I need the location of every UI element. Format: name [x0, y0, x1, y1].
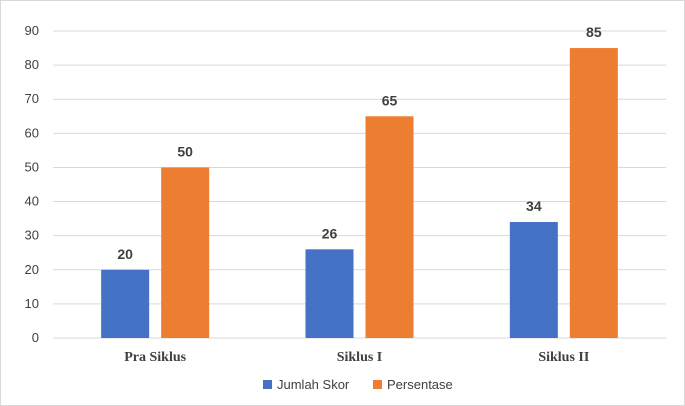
y-tick-label-40: 40 [25, 194, 39, 209]
data-labels: 20 50 26 65 34 85 [117, 24, 601, 262]
bar-persentase-siklus-i [365, 116, 414, 339]
legend-swatch-jumlah-skor [263, 380, 272, 389]
x-category-label-siklus-ii: Siklus II [538, 350, 589, 365]
y-tick-label-80: 80 [25, 57, 39, 72]
data-label-jumlah-skor-siklus-ii: 34 [526, 198, 542, 214]
gridlines [53, 30, 666, 339]
y-tick-label-0: 0 [32, 330, 39, 345]
data-label-jumlah-skor-siklus-i: 26 [322, 225, 338, 241]
y-tick-label-60: 60 [25, 125, 39, 140]
data-label-persentase-pra-siklus: 50 [177, 143, 193, 159]
y-tick-label-10: 10 [25, 296, 39, 311]
legend-label-jumlah-skor: Jumlah Skor [277, 377, 350, 392]
y-tick-label-50: 50 [25, 159, 39, 174]
bar-jumlah-skor-siklus-ii [509, 222, 558, 338]
bar-jumlah-skor-siklus-i [305, 249, 354, 338]
x-axis-categories: Pra Siklus Siklus I Siklus II [124, 350, 589, 365]
legend-swatch-persentase [373, 380, 382, 389]
y-tick-label-70: 70 [25, 91, 39, 106]
data-label-persentase-siklus-ii: 85 [586, 24, 602, 40]
data-label-persentase-siklus-i: 65 [382, 92, 398, 108]
y-tick-label-90: 90 [25, 23, 39, 38]
x-category-label-pra-siklus: Pra Siklus [124, 350, 186, 365]
bar-jumlah-skor-pra-siklus [101, 269, 150, 338]
y-tick-label-30: 30 [25, 228, 39, 243]
bars [101, 48, 618, 339]
bar-persentase-pra-siklus [161, 167, 210, 338]
x-category-label-siklus-i: Siklus I [337, 350, 383, 365]
legend: Jumlah Skor Persentase [263, 377, 453, 392]
legend-label-persentase: Persentase [387, 377, 453, 392]
data-label-jumlah-skor-pra-siklus: 20 [117, 246, 133, 262]
y-tick-label-20: 20 [25, 262, 39, 277]
bar-persentase-siklus-ii [569, 48, 618, 339]
y-axis-ticks: 0 10 20 30 40 50 60 70 80 90 [25, 23, 39, 345]
